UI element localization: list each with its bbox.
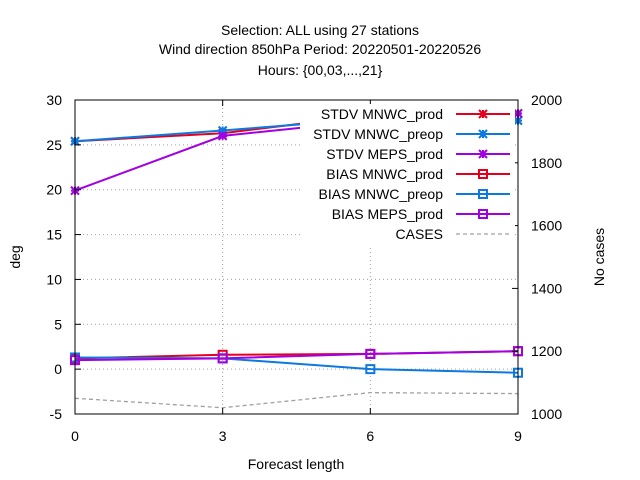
series-line	[74, 356, 519, 374]
legend-marker	[478, 169, 488, 179]
legend-label: BIAS MEPS_prod	[332, 206, 443, 222]
y-tick-label: 5	[54, 316, 62, 332]
data-point	[365, 348, 376, 359]
title-line-2: Wind direction 850hPa Period: 20220501-2…	[159, 41, 481, 57]
x-tick-label: 3	[219, 428, 227, 444]
y2-tick-label: 1200	[531, 343, 562, 359]
y2-tick-label: 1000	[531, 406, 562, 422]
y2-axis-label: No cases	[591, 228, 607, 286]
data-point	[365, 364, 376, 375]
x-tick-label: 0	[71, 428, 79, 444]
y2-tick-label: 1800	[531, 155, 562, 171]
legend-label: BIAS MNWC_preop	[319, 186, 444, 202]
y-tick-label: 30	[46, 92, 62, 108]
legend-marker	[478, 149, 488, 159]
legend-label: BIAS MNWC_prod	[326, 166, 443, 182]
x-axis-label: Forecast length	[248, 456, 345, 472]
legend-label: STDV MNWC_prod	[321, 106, 443, 122]
x-tick-label: 6	[366, 428, 374, 444]
legend-marker	[478, 209, 488, 219]
legend: STDV MNWC_prod STDV MNWC_preop STDV MEPS_p…	[300, 104, 515, 248]
data-point	[217, 131, 228, 141]
title-line-3: Hours: {00,03,...,21}	[258, 62, 383, 78]
axis-ticks: -5 0 5 10 15 20 25 30 0 3 6 9 1000 1200 1400 1600 1800 20…	[46, 92, 562, 444]
plot-frame	[74, 99, 519, 415]
x-tick-label: 9	[514, 428, 522, 444]
y-tick-label: 25	[46, 137, 62, 153]
legend-marker	[478, 189, 488, 199]
chart-title: Selection: ALL using 27 stations Wind di…	[159, 22, 481, 78]
y-tick-label: 15	[46, 227, 62, 243]
y-axis-label: deg	[7, 245, 23, 268]
legend-label: STDV MNWC_preop	[313, 126, 443, 142]
y-tick-label: 0	[54, 361, 62, 377]
y2-tick-label: 1600	[531, 218, 562, 234]
y-tick-label: 20	[46, 182, 62, 198]
legend-label: STDV MEPS_prod	[326, 146, 443, 162]
legend-marker	[478, 109, 488, 119]
data-point	[217, 353, 228, 364]
y2-tick-label: 1400	[531, 280, 562, 296]
series-line	[74, 391, 519, 409]
y2-tick-label: 2000	[531, 92, 562, 108]
title-line-1: Selection: ALL using 27 stations	[221, 22, 419, 38]
y-tick-label: -5	[50, 406, 63, 422]
y-tick-label: 10	[46, 271, 62, 287]
legend-marker	[478, 129, 488, 139]
legend-label: CASES	[396, 226, 443, 242]
series-line	[74, 350, 519, 362]
